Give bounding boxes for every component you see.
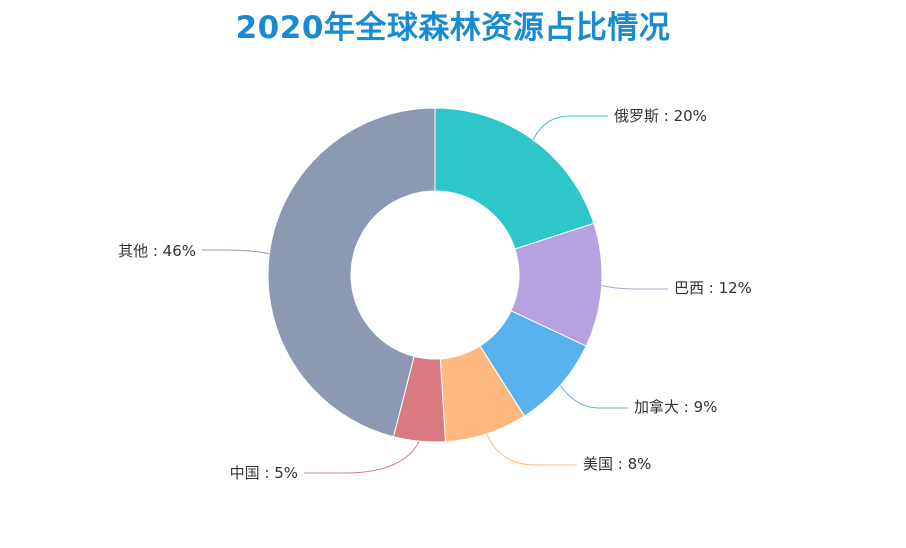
- donut-slices: [267, 107, 603, 443]
- leader-line-美国: [486, 433, 577, 466]
- slice-labels: 俄罗斯 : 20% 巴西 : 12% 加拿大 : 9% 美国 : 8% 中国 : 5% 其…: [118, 107, 752, 482]
- slice-label-中国: 中国 : 5%: [230, 464, 298, 482]
- slice-label-巴西: 巴西 : 12%: [674, 279, 752, 297]
- leader-line-巴西: [601, 285, 668, 290]
- leader-line-俄罗斯: [532, 115, 608, 141]
- chart-title: 2020年全球森林资源占比情况: [235, 10, 671, 46]
- slice-label-俄罗斯: 俄罗斯 : 20%: [614, 107, 707, 125]
- slice-label-其他: 其他 : 46%: [118, 242, 196, 260]
- slice-俄罗斯[interactable]: [434, 107, 595, 250]
- leader-line-中国: [304, 441, 420, 474]
- leader-line-其他: [202, 249, 270, 255]
- slice-label-加拿大: 加拿大 : 9%: [634, 398, 717, 416]
- label-leader-lines: [202, 115, 668, 474]
- slice-其他[interactable]: [267, 107, 436, 438]
- leader-line-加拿大: [559, 385, 628, 409]
- slice-label-美国: 美国 : 8%: [583, 455, 651, 473]
